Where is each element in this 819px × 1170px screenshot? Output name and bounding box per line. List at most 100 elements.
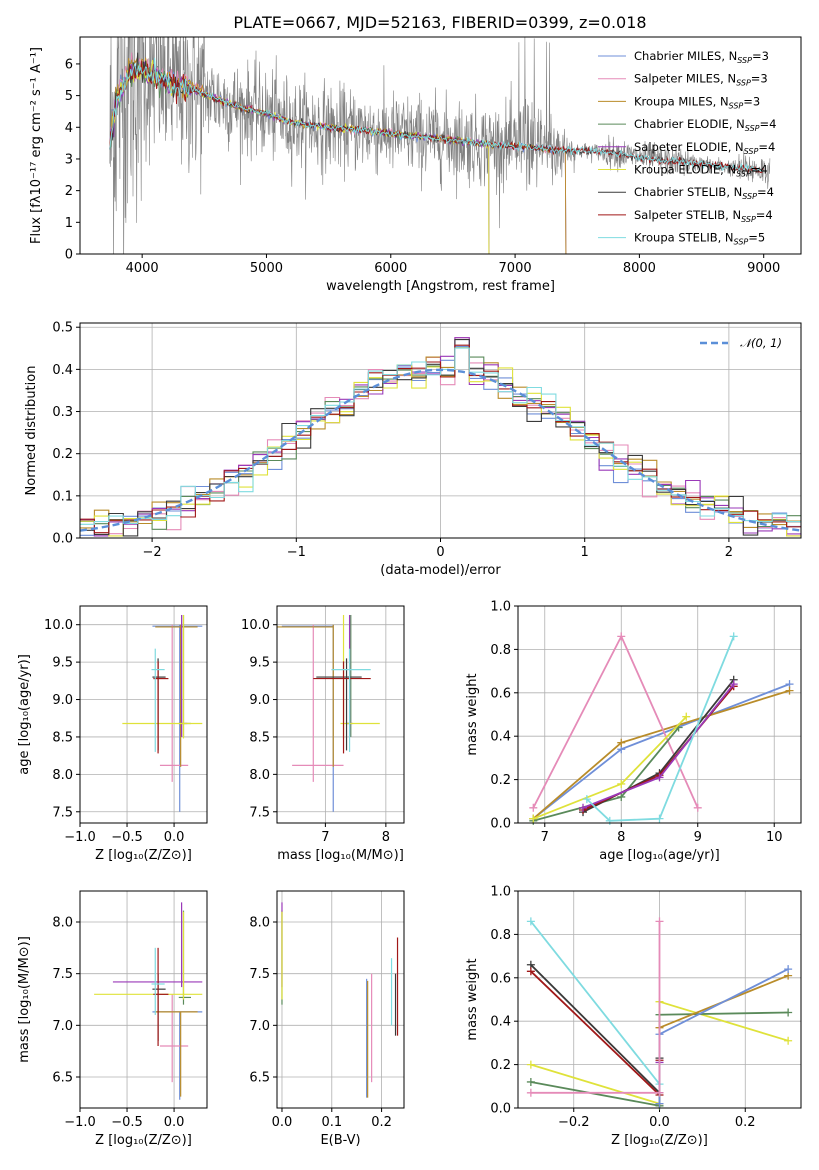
x-tick-label: 10 [766, 830, 783, 845]
x-tick-label: 8 [382, 830, 390, 845]
y-axis-label: age [log₁₀(age/yr)] [17, 654, 32, 775]
age-vs-mass-panel: 7 8 7.5 8.0 8.5 9.0 9.5 10.0 mass [log₁₀(M/M⊙)] [241, 605, 405, 863]
data-point-marker [617, 779, 626, 788]
legend-entry: Salpeter ELODIE, NSSP=4 [634, 140, 775, 156]
x-tick-label: 0.2 [371, 1115, 392, 1130]
y-tick-label: 9.5 [52, 656, 73, 671]
residual-histogram-panel: −2 −1 0 1 2 0.0 0.1 0.2 0.3 0.4 0.5 (data-model)/er… [24, 321, 802, 578]
legend-subscript: SSP [744, 147, 759, 156]
data-point-marker [655, 814, 664, 823]
x-tick-label: −0.5 [111, 1115, 143, 1130]
y-tick-label: 10.0 [44, 618, 73, 633]
y-tick-label: 9.5 [249, 656, 270, 671]
y-tick-label: 0.6 [490, 971, 511, 986]
y-tick-label: 2 [65, 184, 73, 199]
data-point-marker [785, 686, 794, 695]
data-point-marker [729, 680, 738, 689]
x-tick-label: 0.0 [164, 1115, 185, 1130]
y-tick-label: 5 [65, 89, 73, 104]
x-tick-label: 0.1 [321, 1115, 342, 1130]
x-tick-label: −0.2 [558, 1115, 590, 1130]
legend-entry: Kroupa MILES, NSSP=3 [634, 94, 760, 110]
y-tick-label: 7.5 [52, 967, 73, 982]
x-tick-label: 0 [436, 545, 444, 560]
data-point-marker [655, 773, 664, 782]
x-tick-label: 9 [694, 830, 702, 845]
plot-frame [517, 890, 802, 1109]
legend-subscript: SSP [745, 124, 760, 133]
y-axis-label: mass [log₁₀(M/M⊙)] [17, 936, 32, 1063]
legend-label: Salpeter ELODIE, N [634, 140, 744, 154]
legend-count: =3 [752, 49, 769, 63]
legend-subscript: SSP [729, 101, 744, 110]
legend-entry: Chabrier STELIB, NSSP=4 [634, 185, 774, 201]
normal-reference-curve [79, 368, 802, 532]
data-point-marker [617, 738, 626, 747]
legend-subscript: SSP [736, 79, 751, 88]
y-tick-label: 10.0 [241, 618, 270, 633]
y-tick-label: 0.8 [490, 643, 511, 658]
massweight-series-line [586, 636, 735, 822]
y-tick-label: 1.0 [490, 885, 511, 900]
x-tick-label: 1 [581, 545, 589, 560]
plot-frame [79, 605, 208, 824]
legend-count: =4 [760, 117, 777, 131]
figure-title: PLATE=0667, MJD=52163, FIBERID=0399, z=0… [233, 13, 646, 32]
legend-label: Chabrier STELIB, N [634, 185, 742, 199]
data-point-marker [655, 1099, 664, 1108]
mass-vs-ebv-panel: 0.0 0.1 0.2 6.5 7.0 7.5 8.0 E(B-V) [249, 890, 405, 1148]
x-axis-label: Z [log₁₀(Z/Z⊙)] [611, 1133, 708, 1148]
data-point-marker [784, 1008, 793, 1017]
y-tick-label: 8.5 [52, 730, 73, 745]
legend-label: Kroupa STELIB, N [634, 231, 734, 245]
observed-spectrum-line [109, 37, 771, 254]
y-tick-label: 3 [65, 152, 73, 167]
massweight-series-line [532, 634, 699, 809]
x-tick-label: 7 [541, 830, 549, 845]
y-tick-label: 0.4 [490, 1015, 511, 1030]
x-tick-label: 9000 [747, 261, 780, 276]
y-tick-label: 8.0 [249, 916, 270, 931]
x-tick-label: 0.0 [164, 830, 185, 845]
x-axis-label: wavelength [Angstrom, rest frame] [326, 279, 555, 294]
x-tick-label: 0.2 [735, 1115, 756, 1130]
legend-entry: Chabrier ELODIE, NSSP=4 [634, 117, 776, 133]
massweight-series-line [530, 970, 661, 1098]
x-tick-label: 7000 [499, 261, 532, 276]
plot-frame [276, 890, 405, 1109]
legend-count: =4 [751, 163, 768, 177]
y-tick-label: 4 [65, 121, 73, 136]
y-tick-label: 9.0 [52, 693, 73, 708]
legend-label: Kroupa ELODIE, N [634, 163, 736, 177]
plot-frame [517, 605, 802, 824]
data-point-marker [729, 632, 738, 641]
age-vs-metallicity-panel: −1.0 −0.5 0.0 7.5 8.0 8.5 9.0 9.5 10.0 Z [log₁₀(Z… [17, 605, 208, 863]
legend-subscript: SSP [734, 238, 749, 247]
x-axis-label: Z [log₁₀(Z/Z⊙)] [95, 848, 192, 863]
y-tick-label: 0.4 [52, 363, 73, 378]
y-tick-label: 0.5 [52, 321, 73, 336]
x-tick-label: 8 [617, 830, 625, 845]
x-tick-label: −1.0 [64, 1115, 96, 1130]
y-tick-label: 0.1 [52, 489, 73, 504]
legend-subscript: SSP [736, 170, 751, 179]
legend-subscript: SSP [737, 56, 752, 65]
data-point-marker [529, 803, 538, 812]
legend-entry: 𝒩(0, 1) [740, 336, 782, 350]
y-tick-label: 0.0 [490, 1102, 511, 1117]
y-tick-label: 7.0 [52, 1019, 73, 1034]
massweight-vs-age-panel: 7 8 9 10 0.0 0.2 0.4 0.6 0.8 1.0 age [log₁₀(age/yr… [465, 600, 802, 863]
x-tick-label: −1 [287, 545, 306, 560]
massweight-series-line [530, 964, 661, 1095]
legend-count: =4 [756, 208, 773, 222]
y-tick-label: 6 [65, 57, 73, 72]
data-point-marker [693, 803, 702, 812]
x-tick-label: 8000 [623, 261, 656, 276]
y-tick-label: 0.2 [52, 447, 73, 462]
massweight-series-line [658, 968, 789, 1104]
data-point-marker [784, 965, 793, 974]
y-tick-label: 7.5 [249, 967, 270, 982]
spectrum-panel: 4000 5000 6000 7000 8000 9000 0 1 2 3 4 5 6 wavelengt… [29, 36, 802, 294]
data-point-marker [682, 712, 691, 721]
data-point-marker [526, 967, 535, 976]
